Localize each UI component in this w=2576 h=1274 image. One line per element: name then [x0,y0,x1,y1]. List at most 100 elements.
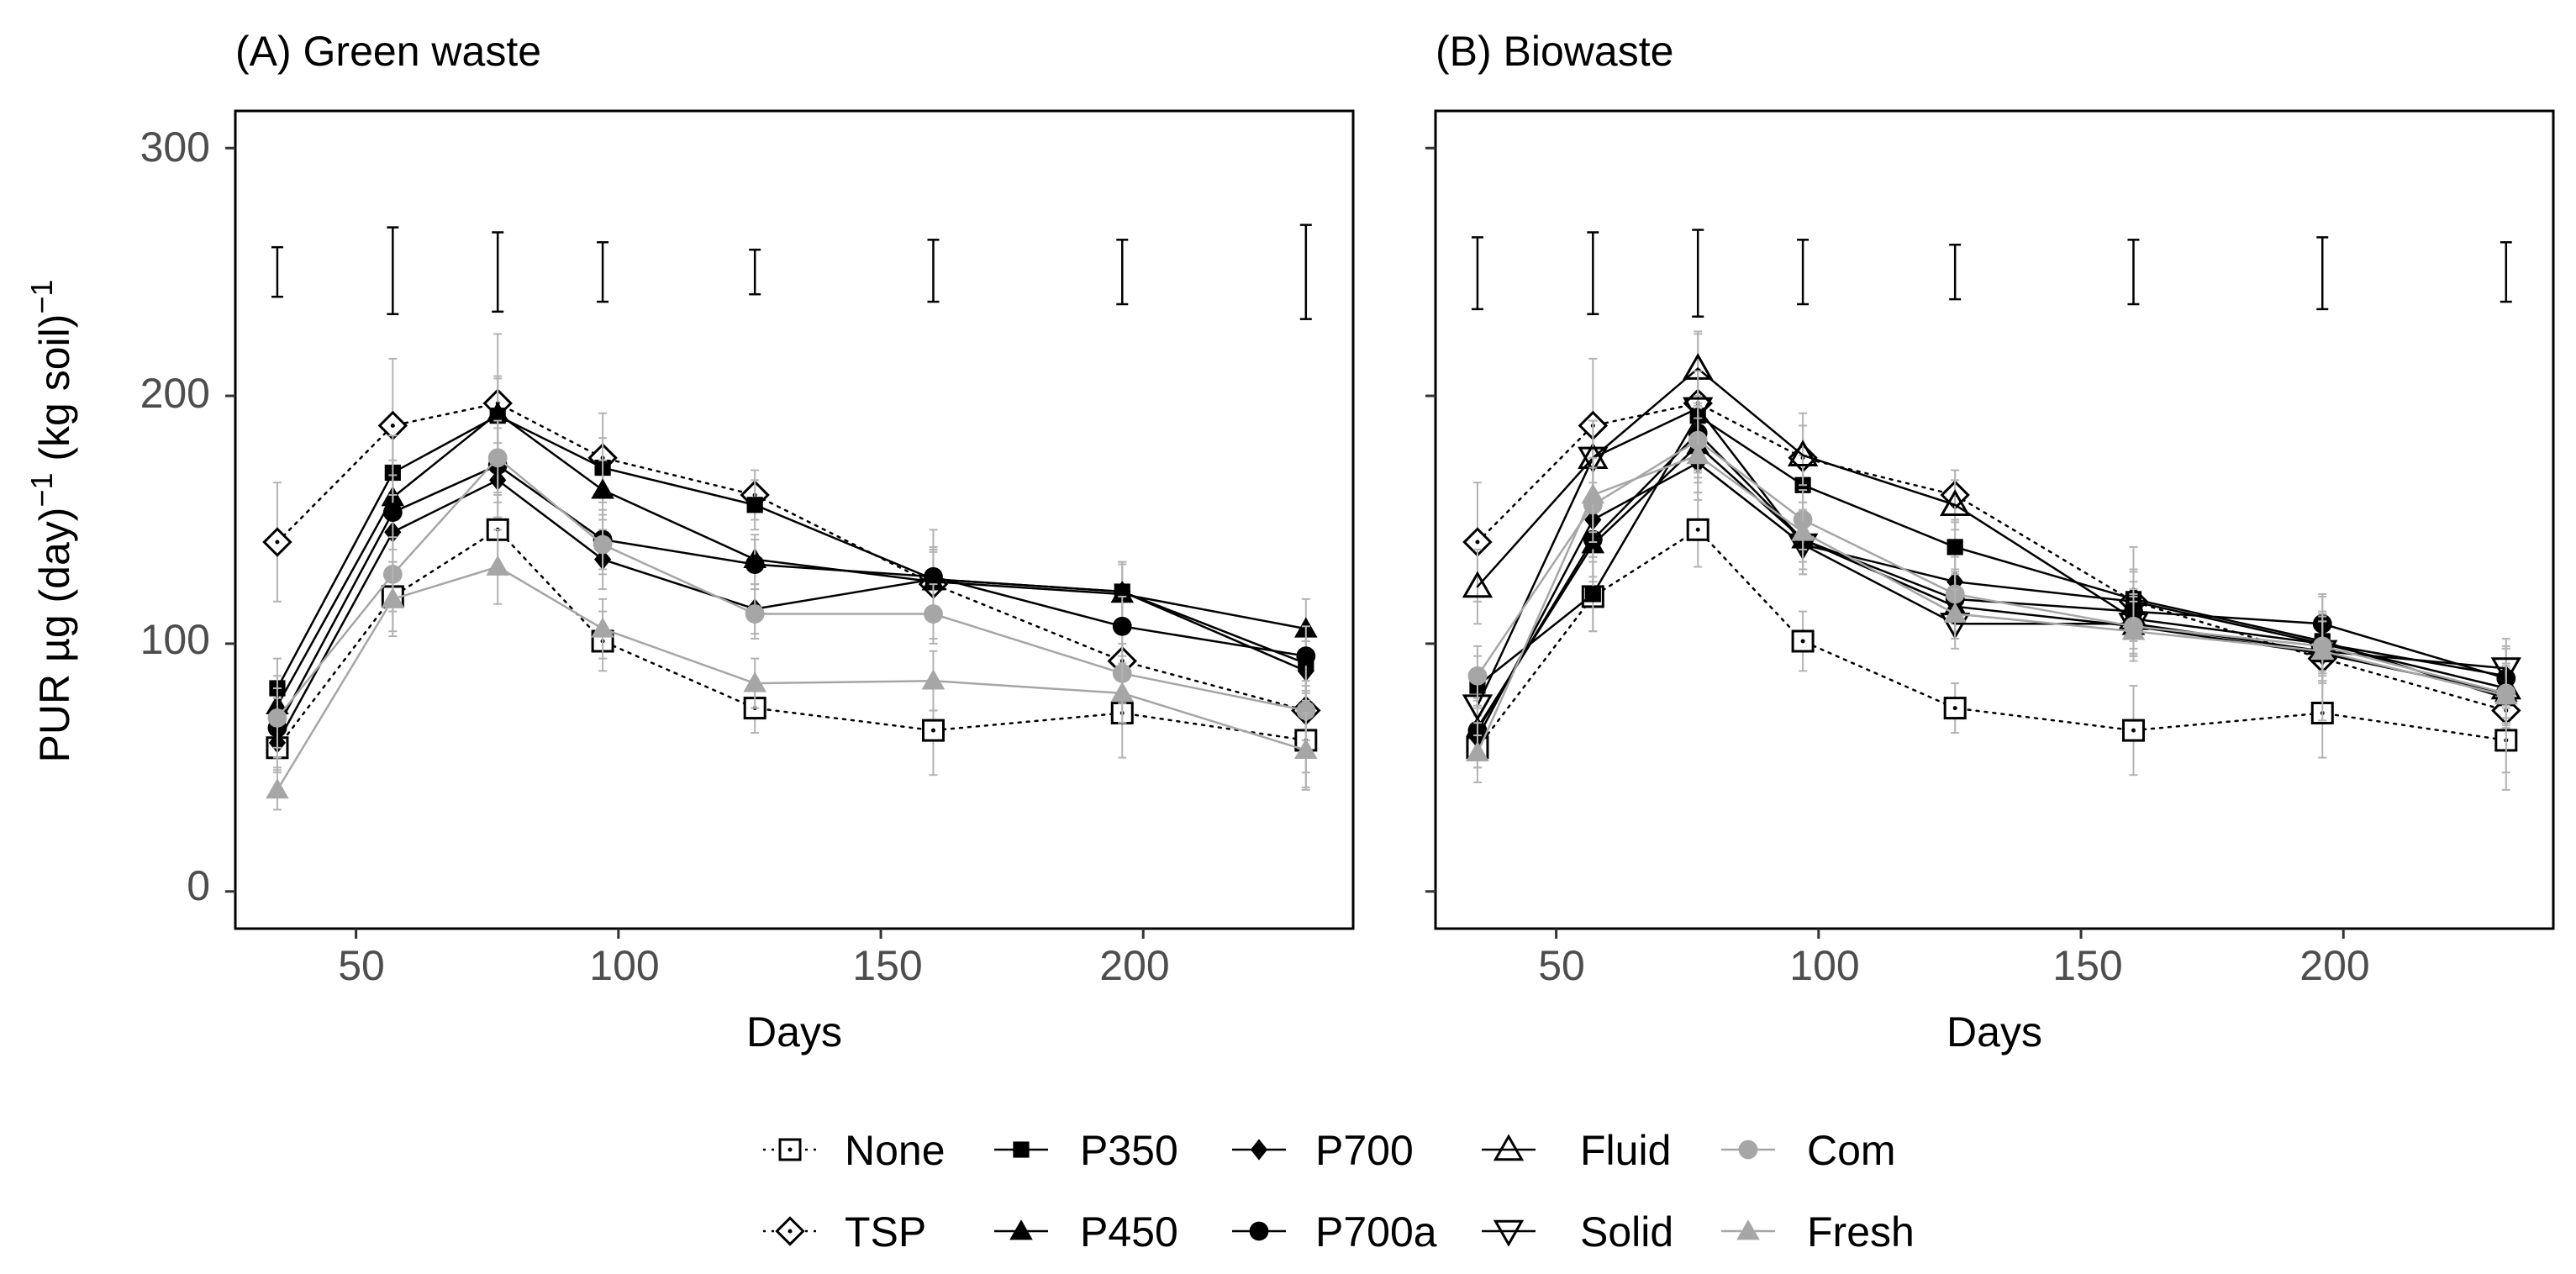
point-fluid [1462,571,1493,598]
point-fresh [1466,740,1489,762]
point-p700a [924,566,943,587]
xtick-label-150: 150 [852,942,922,989]
point-fresh [1110,682,1135,703]
point-p700 [1114,581,1131,603]
xtick-label-50: 50 [1538,942,1585,989]
ytick-label-200: 200 [140,370,210,417]
series-fresh [266,529,1318,811]
point-p350 [746,497,763,513]
point-fresh [743,671,766,692]
xtick-label-100: 100 [1789,942,1859,989]
legend-marker-com [1738,1140,1758,1160]
point-com [487,448,508,468]
series-line-p700a [276,464,1308,729]
panel-b-xtick-labels: 50 100 150 200 [1538,942,2370,989]
lsd-bar [2500,241,2512,303]
point-none-dot [1695,527,1700,532]
legend: None TSP P350 P450 P700 P700a Fluid Solid Com Fre… [763,1127,1915,1256]
point-com [924,604,943,624]
panel-a-series [262,333,1321,811]
lsd-bar [2127,239,2140,306]
panel-b-frame [1434,109,2555,930]
legend-item-fluid: Fluid [1482,1127,1671,1174]
point-fresh [486,555,510,576]
point-fresh [921,669,946,690]
xtick-label-200: 200 [1099,942,1169,989]
legend-item-p700a: P700a [1232,1208,1437,1256]
point-fresh [2121,619,2146,640]
panel-b-ticks [1425,146,2345,939]
legend-marker-tsp-dot [788,1229,793,1234]
series-line-none [276,528,1308,750]
legend-marker-p450 [1009,1219,1033,1240]
series-com [1467,402,2516,724]
lsd-bar [927,239,940,303]
point-none-dot [930,728,935,733]
ytick-label-0: 0 [187,862,210,909]
series-line-p450 [276,412,1308,707]
panel-a-xlabel: Days [746,1008,842,1056]
legend-label-p700: P700 [1315,1127,1414,1174]
point-fresh [1686,444,1710,465]
point-com [1467,666,1488,686]
point-fresh [1791,520,1815,541]
legend-marker-fluid [1493,1134,1525,1161]
point-tsp-dot [390,423,395,428]
legend-item-solid: Solid [1482,1208,1673,1256]
y-axis-label-sup-2: −1 [24,280,59,314]
point-p350 [1584,586,1601,603]
lsd-bar [1949,243,1962,301]
legend-marker-none [778,1138,802,1161]
legend-label-tsp: TSP [845,1208,926,1256]
lsd-bar [749,248,761,296]
series-line-p700 [276,478,1308,745]
legend-item-p700: P700 [1232,1127,1414,1174]
panel-a-title: (A) Green waste [235,28,541,75]
y-axis-label-sup-1: −1 [24,473,59,508]
panel-b-lsd-bars [1471,229,2512,318]
legend-item-p450: P450 [994,1208,1178,1256]
series-line-p700 [1476,461,2508,740]
point-none-dot [1800,639,1805,644]
lsd-bar [1587,231,1599,316]
point-com [745,604,765,624]
series-line-solid [1476,407,2508,707]
point-fluid [1939,489,1971,517]
xtick-label-50: 50 [338,942,385,989]
point-fresh [2494,684,2518,705]
legend-label-p350: P350 [1080,1127,1178,1174]
lsd-bar [1471,236,1483,311]
point-solid [1683,397,1714,424]
point-none-dot [2131,728,2136,733]
xtick-label-150: 150 [2052,942,2122,989]
panel-b-series [1462,330,2521,791]
legend-marker-fresh [1736,1219,1760,1240]
legend-item-none: None [763,1127,946,1174]
point-none-dot [1952,706,1957,711]
point-p450 [486,401,510,423]
point-p700a [1296,646,1316,666]
point-fresh [1943,602,1967,623]
legend-label-none: None [845,1127,946,1174]
point-com [1296,701,1316,720]
lsd-bar [1692,229,1704,318]
panel-b: (B) Biowaste 50 100 150 200 Days [1425,28,2555,1056]
legend-marker-p350 [1013,1141,1030,1158]
lsd-bar [2316,236,2329,311]
series-line-fresh [1476,454,2508,754]
legend-label-p700a: P700a [1315,1208,1437,1256]
series-line-p350 [1476,413,2508,700]
y-axis-label-part-2: (kg soil) [31,314,78,473]
legend-marker-p700 [1250,1139,1268,1161]
legend-item-tsp: TSP [763,1208,926,1256]
legend-label-p450: P450 [1080,1208,1178,1256]
legend-item-com: Com [1721,1127,1896,1174]
lsd-bar [597,241,609,303]
point-com [593,534,613,555]
point-fresh [1581,483,1605,504]
point-solid [2490,657,2521,685]
point-fresh [591,617,614,638]
point-fresh [2310,639,2335,661]
legend-item-fresh: Fresh [1721,1208,1915,1256]
